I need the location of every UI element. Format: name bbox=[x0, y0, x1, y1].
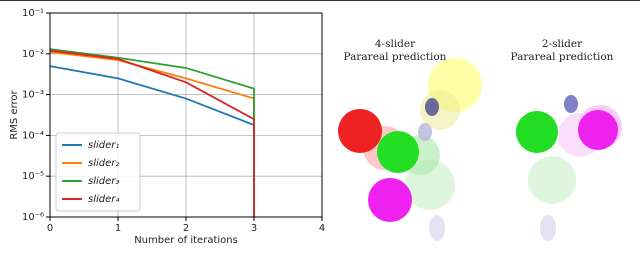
render-2-slider bbox=[516, 95, 622, 241]
panel-title: 4-slider bbox=[375, 38, 416, 50]
x-axis-label: Number of iterations bbox=[134, 235, 238, 246]
y-tick-label: 10⁻² bbox=[22, 49, 44, 60]
legend-label: slider₃ bbox=[88, 176, 119, 187]
x-tick-label: 1 bbox=[115, 223, 121, 234]
legend-label: slider₂ bbox=[88, 158, 119, 169]
sphere bbox=[377, 131, 419, 173]
panel-subtitle: Parareal prediction bbox=[344, 51, 447, 63]
ghost-sphere bbox=[528, 156, 576, 204]
x-tick-label: 4 bbox=[319, 223, 325, 234]
pusher bbox=[418, 123, 432, 141]
panel-subtitle: Parareal prediction bbox=[511, 51, 614, 63]
x-tick-label: 3 bbox=[251, 223, 257, 234]
render-4-slider bbox=[338, 58, 482, 241]
series-line bbox=[49, 49, 255, 217]
sphere bbox=[368, 178, 412, 222]
y-tick-label: 10⁻³ bbox=[22, 90, 44, 101]
y-axis-label: RMS error bbox=[9, 89, 20, 139]
sphere bbox=[578, 110, 618, 150]
legend-label: slider₄ bbox=[88, 194, 119, 205]
panel-title: 2-slider bbox=[542, 38, 583, 50]
legend-box bbox=[55, 132, 141, 212]
axes-frame bbox=[49, 12, 323, 218]
sphere bbox=[338, 109, 382, 153]
sphere bbox=[516, 111, 558, 153]
pusher bbox=[540, 215, 556, 241]
y-tick-label: 10⁻⁵ bbox=[22, 171, 44, 182]
pusher bbox=[429, 215, 445, 241]
y-tick-label: 10⁻⁴ bbox=[22, 130, 44, 141]
legend-label: slider₁ bbox=[88, 140, 119, 151]
x-tick-label: 2 bbox=[183, 223, 189, 234]
y-tick-label: 10⁻⁶ bbox=[22, 212, 44, 223]
x-tick-label: 0 bbox=[47, 223, 53, 234]
pusher bbox=[564, 95, 578, 113]
pusher bbox=[425, 98, 439, 116]
legend: slider₁ slider₂ slider₃ slider₄ bbox=[55, 132, 141, 212]
y-tick-label: 10⁻¹ bbox=[22, 8, 44, 19]
